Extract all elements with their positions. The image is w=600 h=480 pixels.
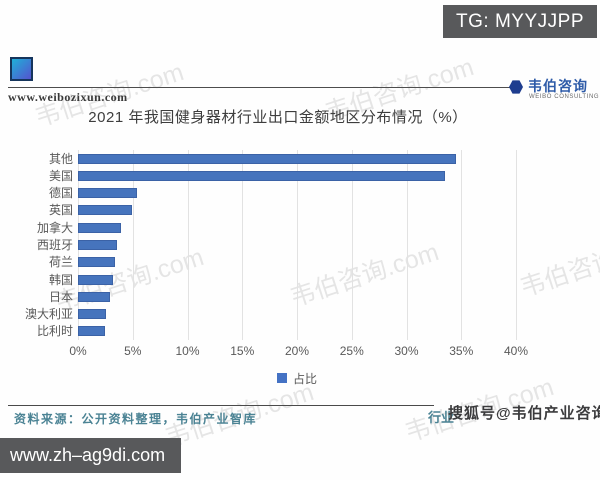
category-label: 德国: [48, 186, 73, 201]
x-tick-label: 5%: [124, 344, 142, 358]
category-label: 韩国: [48, 272, 73, 287]
category-label: 日本: [48, 289, 73, 304]
x-tick-label: 10%: [175, 344, 200, 358]
category-label: 其他: [48, 151, 73, 166]
x-tick-label: 15%: [230, 344, 255, 358]
site-url: www.weibozixun.com: [8, 90, 128, 104]
bar-荷兰: [78, 257, 116, 268]
watermark-text: 韦伯咨询.com: [516, 228, 600, 303]
bar-其他: [78, 153, 456, 164]
brand-name: 韦伯咨询: [528, 80, 588, 95]
gridline: [351, 150, 353, 340]
gridline: [187, 150, 189, 340]
legend: 占比: [78, 370, 516, 386]
brand-logo-square: [10, 57, 33, 81]
brand-subtitle: WEIBO CONSULTING: [529, 94, 600, 100]
chart-title: 2021 年我国健身器材行业出口金额地区分布情况（%）: [88, 109, 468, 126]
gridline: [297, 150, 298, 340]
x-tick-label: 0%: [69, 344, 87, 358]
bar-加拿大: [78, 222, 121, 233]
footer-divider: [8, 405, 434, 406]
tg-badge: TG: MYYJJPP: [443, 5, 597, 38]
category-label: 加拿大: [36, 220, 73, 235]
gridline: [516, 150, 517, 340]
category-label: 比利时: [36, 324, 73, 339]
bar-澳大利亚: [78, 309, 107, 320]
legend-label: 占比: [292, 371, 317, 386]
bar-德国: [78, 188, 138, 199]
header-divider: [8, 87, 510, 88]
bar-韩国: [78, 274, 114, 285]
gridline: [406, 150, 408, 340]
bar-比利时: [78, 326, 106, 337]
legend-swatch-icon: [276, 373, 287, 383]
brand-hexagon-icon: [509, 80, 523, 94]
bottom-url-badge: www.zh–ag9di.com: [0, 438, 182, 473]
bar-西班牙: [78, 240, 118, 250]
bar-英国: [78, 205, 132, 216]
bar-日本: [78, 291, 110, 302]
category-label: 西班牙: [36, 238, 73, 252]
bar-美国: [78, 170, 445, 181]
x-tick-label: 35%: [449, 344, 474, 358]
x-tick-label: 25%: [339, 344, 364, 358]
category-label: 英国: [48, 203, 73, 218]
x-tick-label: 20%: [284, 344, 310, 358]
gridline: [132, 150, 134, 340]
plot-area: [78, 150, 517, 340]
footer-overlay-teal: 行业: [428, 410, 455, 425]
category-label: 荷兰: [48, 255, 73, 270]
category-label: 美国: [48, 168, 73, 183]
category-label: 澳大利亚: [24, 307, 73, 322]
source-note: 资料来源：公开资料整理，韦伯产业智库: [14, 412, 258, 426]
footer-overlay-dark: 搜狐号@韦伯产业咨询: [448, 405, 600, 422]
gridline: [461, 150, 463, 340]
x-tick-label: 40%: [503, 344, 529, 358]
gridline: [242, 150, 244, 340]
x-tick-label: 30%: [394, 344, 419, 358]
